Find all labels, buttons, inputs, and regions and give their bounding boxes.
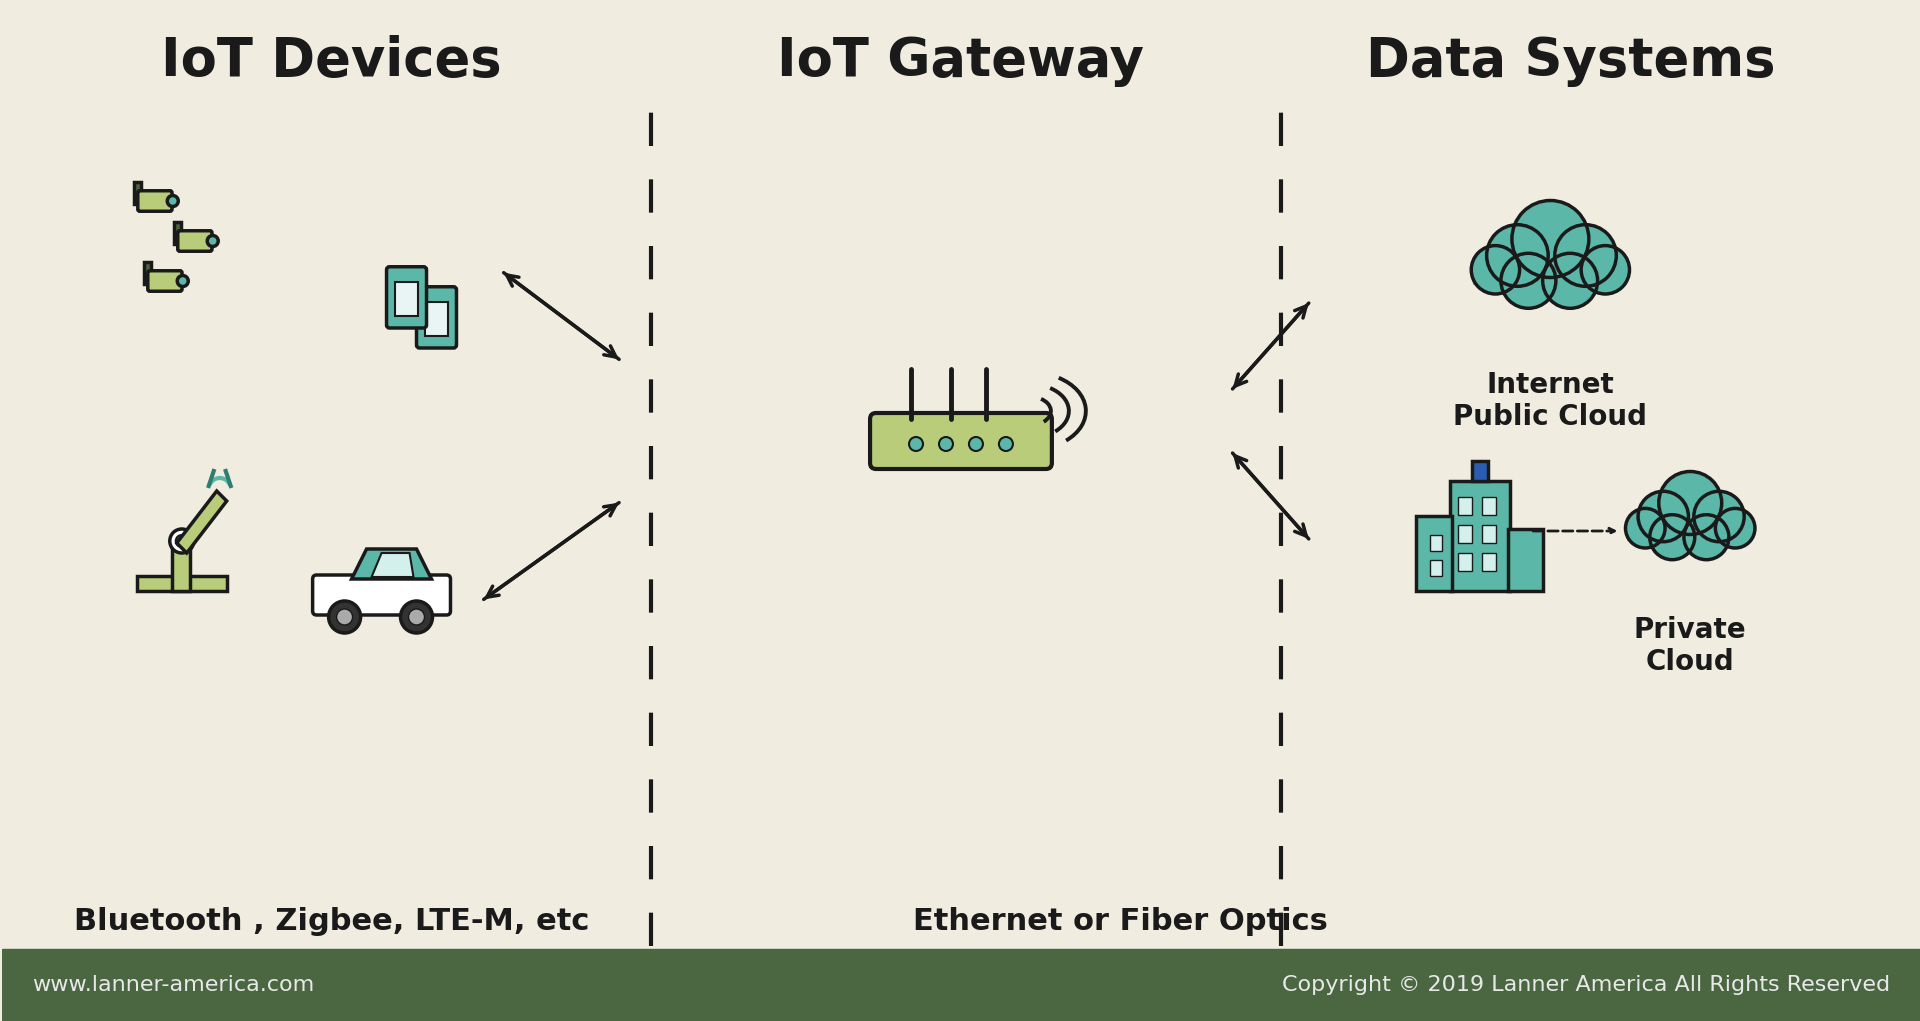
Bar	[1473, 261, 1628, 285]
Circle shape	[998, 437, 1014, 451]
Polygon shape	[372, 553, 413, 577]
Circle shape	[970, 437, 983, 451]
Circle shape	[409, 609, 424, 625]
Bar	[1459, 525, 1473, 543]
Circle shape	[336, 609, 353, 625]
Text: IoT Gateway: IoT Gateway	[778, 35, 1144, 87]
FancyBboxPatch shape	[870, 414, 1052, 469]
Circle shape	[908, 437, 924, 451]
Bar	[1628, 521, 1753, 541]
Circle shape	[1684, 515, 1728, 560]
Circle shape	[1511, 200, 1590, 278]
Bar	[136, 576, 227, 591]
Text: Bluetooth , Zigbee, LTE-M, etc: Bluetooth , Zigbee, LTE-M, etc	[73, 907, 589, 935]
Text: Ethernet or Fiber Optics: Ethernet or Fiber Optics	[914, 907, 1329, 935]
Circle shape	[207, 236, 219, 246]
Circle shape	[1638, 491, 1688, 542]
Circle shape	[1471, 246, 1519, 294]
Bar	[1450, 481, 1511, 591]
Bar	[144, 261, 152, 284]
Circle shape	[1626, 508, 1665, 548]
Text: IoT Devices: IoT Devices	[161, 35, 501, 87]
FancyBboxPatch shape	[417, 287, 457, 348]
Bar	[2, 949, 1920, 1021]
Bar	[175, 222, 180, 244]
Circle shape	[169, 529, 194, 553]
FancyBboxPatch shape	[138, 191, 173, 211]
Bar	[1459, 497, 1473, 515]
Bar	[1482, 553, 1496, 571]
Circle shape	[1649, 515, 1695, 560]
Bar	[1430, 560, 1442, 576]
Text: Internet
Public Cloud: Internet Public Cloud	[1453, 371, 1647, 431]
Circle shape	[1501, 253, 1555, 308]
Circle shape	[1555, 225, 1617, 286]
FancyBboxPatch shape	[386, 266, 426, 328]
Text: www.lanner-america.com: www.lanner-america.com	[33, 975, 315, 995]
Circle shape	[177, 276, 188, 287]
Circle shape	[1542, 253, 1597, 308]
Circle shape	[1486, 225, 1548, 286]
Circle shape	[1693, 491, 1743, 542]
Circle shape	[177, 535, 188, 547]
Circle shape	[939, 437, 952, 451]
Polygon shape	[351, 549, 432, 579]
Text: Data Systems: Data Systems	[1365, 35, 1776, 87]
Polygon shape	[177, 491, 227, 553]
Bar	[1509, 529, 1544, 591]
Text: Private
Cloud: Private Cloud	[1634, 616, 1747, 676]
Bar	[171, 536, 190, 591]
Circle shape	[167, 195, 179, 206]
Bar	[1482, 497, 1496, 515]
Bar	[424, 302, 449, 337]
FancyBboxPatch shape	[179, 231, 211, 251]
Bar	[1415, 516, 1452, 591]
Bar	[134, 182, 140, 204]
Bar	[1482, 525, 1496, 543]
Circle shape	[1582, 246, 1630, 294]
Circle shape	[401, 601, 432, 633]
FancyBboxPatch shape	[148, 271, 182, 291]
Bar	[396, 283, 419, 317]
Bar	[1473, 461, 1488, 481]
Bar	[1459, 553, 1473, 571]
FancyBboxPatch shape	[313, 575, 451, 615]
Circle shape	[328, 601, 361, 633]
Circle shape	[1659, 472, 1722, 535]
Circle shape	[1715, 508, 1755, 548]
Bar	[1430, 535, 1442, 551]
Text: Copyright © 2019 Lanner America All Rights Reserved: Copyright © 2019 Lanner America All Righ…	[1283, 975, 1889, 995]
